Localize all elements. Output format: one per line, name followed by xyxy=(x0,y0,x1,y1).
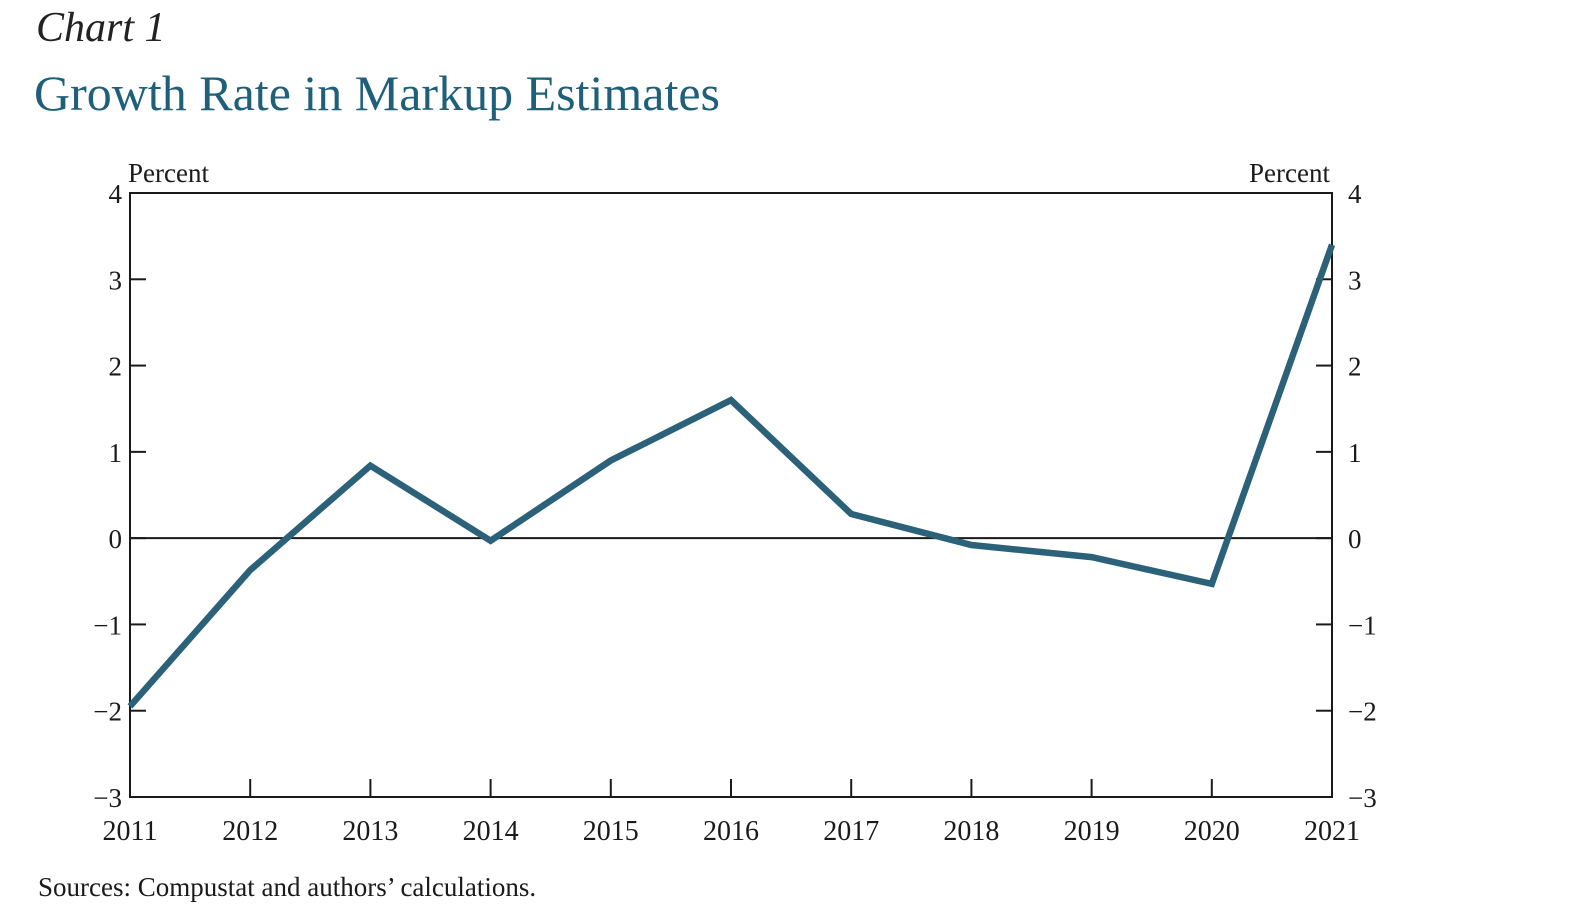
y-tick-label-left: 2 xyxy=(109,352,123,382)
y-tick-label-right: −2 xyxy=(1348,697,1377,727)
x-tick-label: 2020 xyxy=(1184,816,1240,847)
x-tick-label: 2016 xyxy=(703,816,759,847)
y-tick-label-right: −3 xyxy=(1348,783,1377,813)
y-tick-label-right: −1 xyxy=(1348,610,1377,640)
y-tick-label-right: 1 xyxy=(1348,438,1362,468)
y-tick-label-left: 0 xyxy=(109,524,123,554)
sources-note: Sources: Compustat and authors’ calculat… xyxy=(38,872,537,902)
chart-title: Growth Rate in Markup Estimates xyxy=(34,65,720,121)
x-tick-label: 2012 xyxy=(222,816,278,847)
y-tick-label-left: −1 xyxy=(93,610,122,640)
y-tick-label-left: 4 xyxy=(109,179,123,209)
y-tick-label-right: 2 xyxy=(1348,352,1362,382)
y-axis-label-right: Percent xyxy=(1249,158,1330,188)
y-tick-label-right: 4 xyxy=(1348,179,1362,209)
x-tick-label: 2021 xyxy=(1304,816,1360,847)
x-tick-label: 2011 xyxy=(103,816,158,847)
x-tick-label: 2017 xyxy=(823,816,879,847)
y-tick-label-left: −3 xyxy=(93,783,122,813)
plot-border xyxy=(129,192,1333,798)
y-tick-label-left: 1 xyxy=(109,438,123,468)
right-y-axis: 4 3 2 1 0 −1 −2 −3 xyxy=(1316,179,1377,813)
x-axis: 2011 2012 2013 2014 2015 2016 2017 2018 2019 2020… xyxy=(103,779,1360,847)
series-group xyxy=(127,243,1336,709)
x-tick-label: 2015 xyxy=(583,816,639,847)
plot-frame xyxy=(129,192,1333,798)
x-tick-label: 2013 xyxy=(342,816,398,847)
y-tick-label-left: −2 xyxy=(93,697,122,727)
left-y-axis: 4 3 2 1 0 −1 −2 −3 xyxy=(93,179,146,813)
y-axis-label-left: Percent xyxy=(128,158,209,188)
x-tick-label: 2018 xyxy=(943,816,999,847)
chart-number: Chart 1 xyxy=(36,5,166,51)
x-tick-label: 2014 xyxy=(463,816,519,847)
y-tick-label-left: 3 xyxy=(109,265,123,295)
series-line xyxy=(127,243,1336,709)
y-tick-label-right: 0 xyxy=(1348,524,1362,554)
y-tick-label-right: 3 xyxy=(1348,265,1362,295)
x-tick-label: 2019 xyxy=(1064,816,1120,847)
